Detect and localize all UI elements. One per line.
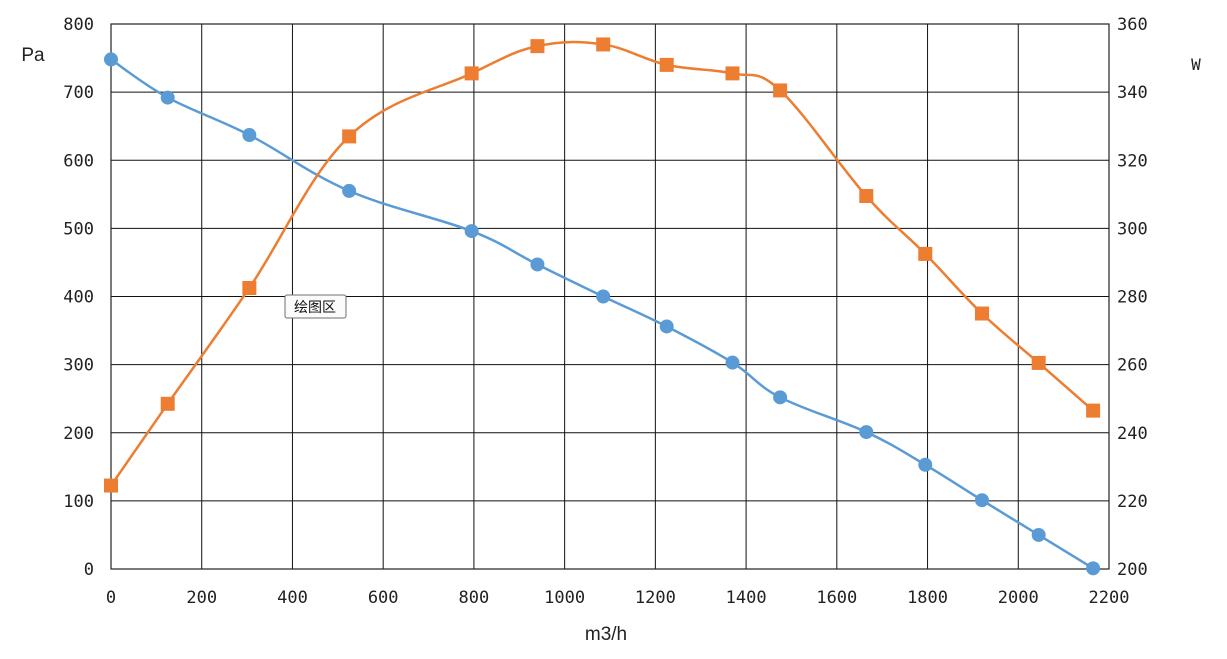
y-right-tick-label: 200	[1117, 560, 1148, 580]
data-point[interactable]	[160, 90, 175, 105]
data-point[interactable]	[918, 246, 933, 261]
y-left-tick-label: 500	[63, 219, 94, 239]
x-tick-label: 1200	[635, 588, 676, 608]
data-point[interactable]	[659, 57, 674, 72]
y-right-tick-label: 280	[1117, 288, 1148, 308]
x-tick-label: 400	[277, 588, 308, 608]
plot-area-tooltip: 绘图区	[284, 294, 347, 319]
data-point[interactable]	[1086, 403, 1101, 418]
y-axis-left-ticks: 0 100 200 300 400 500 600 700 800	[63, 15, 94, 580]
y-left-tick-label: 800	[63, 15, 94, 35]
data-point[interactable]	[725, 355, 740, 370]
tooltip-label: 绘图区	[294, 300, 336, 316]
y-right-tick-label: 220	[1117, 492, 1148, 512]
data-point[interactable]	[464, 224, 479, 239]
y-axis-right-ticks: 200 220 240 260 280 300 320 340 360	[1117, 15, 1148, 580]
series-pressure-pa	[104, 52, 1101, 576]
y-right-tick-label: 240	[1117, 424, 1148, 444]
data-point[interactable]	[1031, 527, 1046, 542]
data-point[interactable]	[464, 66, 479, 81]
y-right-tick-label: 340	[1117, 83, 1148, 103]
series-line[interactable]	[110, 58, 1094, 570]
data-point[interactable]	[596, 37, 611, 52]
x-tick-label: 1400	[726, 588, 767, 608]
data-point[interactable]	[104, 478, 118, 493]
data-point[interactable]	[342, 129, 357, 144]
y-right-tick-label: 260	[1117, 356, 1148, 376]
x-tick-label: 1600	[816, 588, 857, 608]
x-axis-title: m3/h	[585, 624, 627, 645]
data-point[interactable]	[1086, 561, 1101, 576]
series-power-w	[104, 37, 1101, 493]
y-axis-left-title: Pa	[21, 45, 45, 66]
data-point[interactable]	[342, 183, 357, 198]
data-point[interactable]	[242, 128, 257, 143]
y-left-tick-label: 700	[63, 83, 94, 103]
x-axis-ticks: 0 200 400 600 800 1000 1200 1400 1600 1800 2000 220…	[106, 588, 1130, 608]
x-tick-label: 1800	[907, 588, 948, 608]
data-point[interactable]	[974, 306, 989, 321]
series-line[interactable]	[109, 40, 1094, 487]
x-tick-label: 2000	[998, 588, 1039, 608]
data-point[interactable]	[773, 390, 788, 405]
y-axis-right-title: W	[1191, 55, 1201, 74]
data-point[interactable]	[859, 425, 874, 440]
data-point[interactable]	[918, 457, 933, 472]
data-point[interactable]	[160, 396, 175, 411]
y-right-tick-label: 320	[1117, 151, 1148, 171]
y-left-tick-label: 600	[63, 151, 94, 171]
y-left-tick-label: 300	[63, 356, 94, 376]
x-tick-label: 800	[459, 588, 490, 608]
y-right-tick-label: 360	[1117, 15, 1148, 35]
y-left-tick-label: 0	[84, 560, 94, 580]
data-point[interactable]	[659, 319, 674, 334]
data-point[interactable]	[859, 189, 874, 204]
data-point[interactable]	[104, 52, 118, 67]
x-tick-label: 1000	[544, 588, 585, 608]
x-tick-label: 2200	[1089, 588, 1130, 608]
tooltip-box	[284, 294, 347, 319]
series-layer	[104, 37, 1101, 576]
x-tick-label: 200	[186, 588, 217, 608]
data-point[interactable]	[596, 289, 611, 304]
x-tick-label: 600	[368, 588, 399, 608]
plot-area-frame[interactable]	[110, 23, 1110, 570]
y-left-tick-label: 400	[63, 288, 94, 308]
y-right-tick-label: 300	[1117, 219, 1148, 239]
data-point[interactable]	[725, 66, 740, 81]
data-point[interactable]	[530, 39, 545, 54]
data-point[interactable]	[242, 280, 257, 295]
y-left-tick-label: 200	[63, 424, 94, 444]
x-tick-label: 0	[106, 588, 116, 608]
data-point[interactable]	[773, 83, 788, 98]
data-point[interactable]	[530, 257, 545, 272]
y-left-tick-label: 100	[63, 492, 94, 512]
data-point[interactable]	[974, 493, 989, 508]
data-point[interactable]	[1031, 355, 1046, 370]
